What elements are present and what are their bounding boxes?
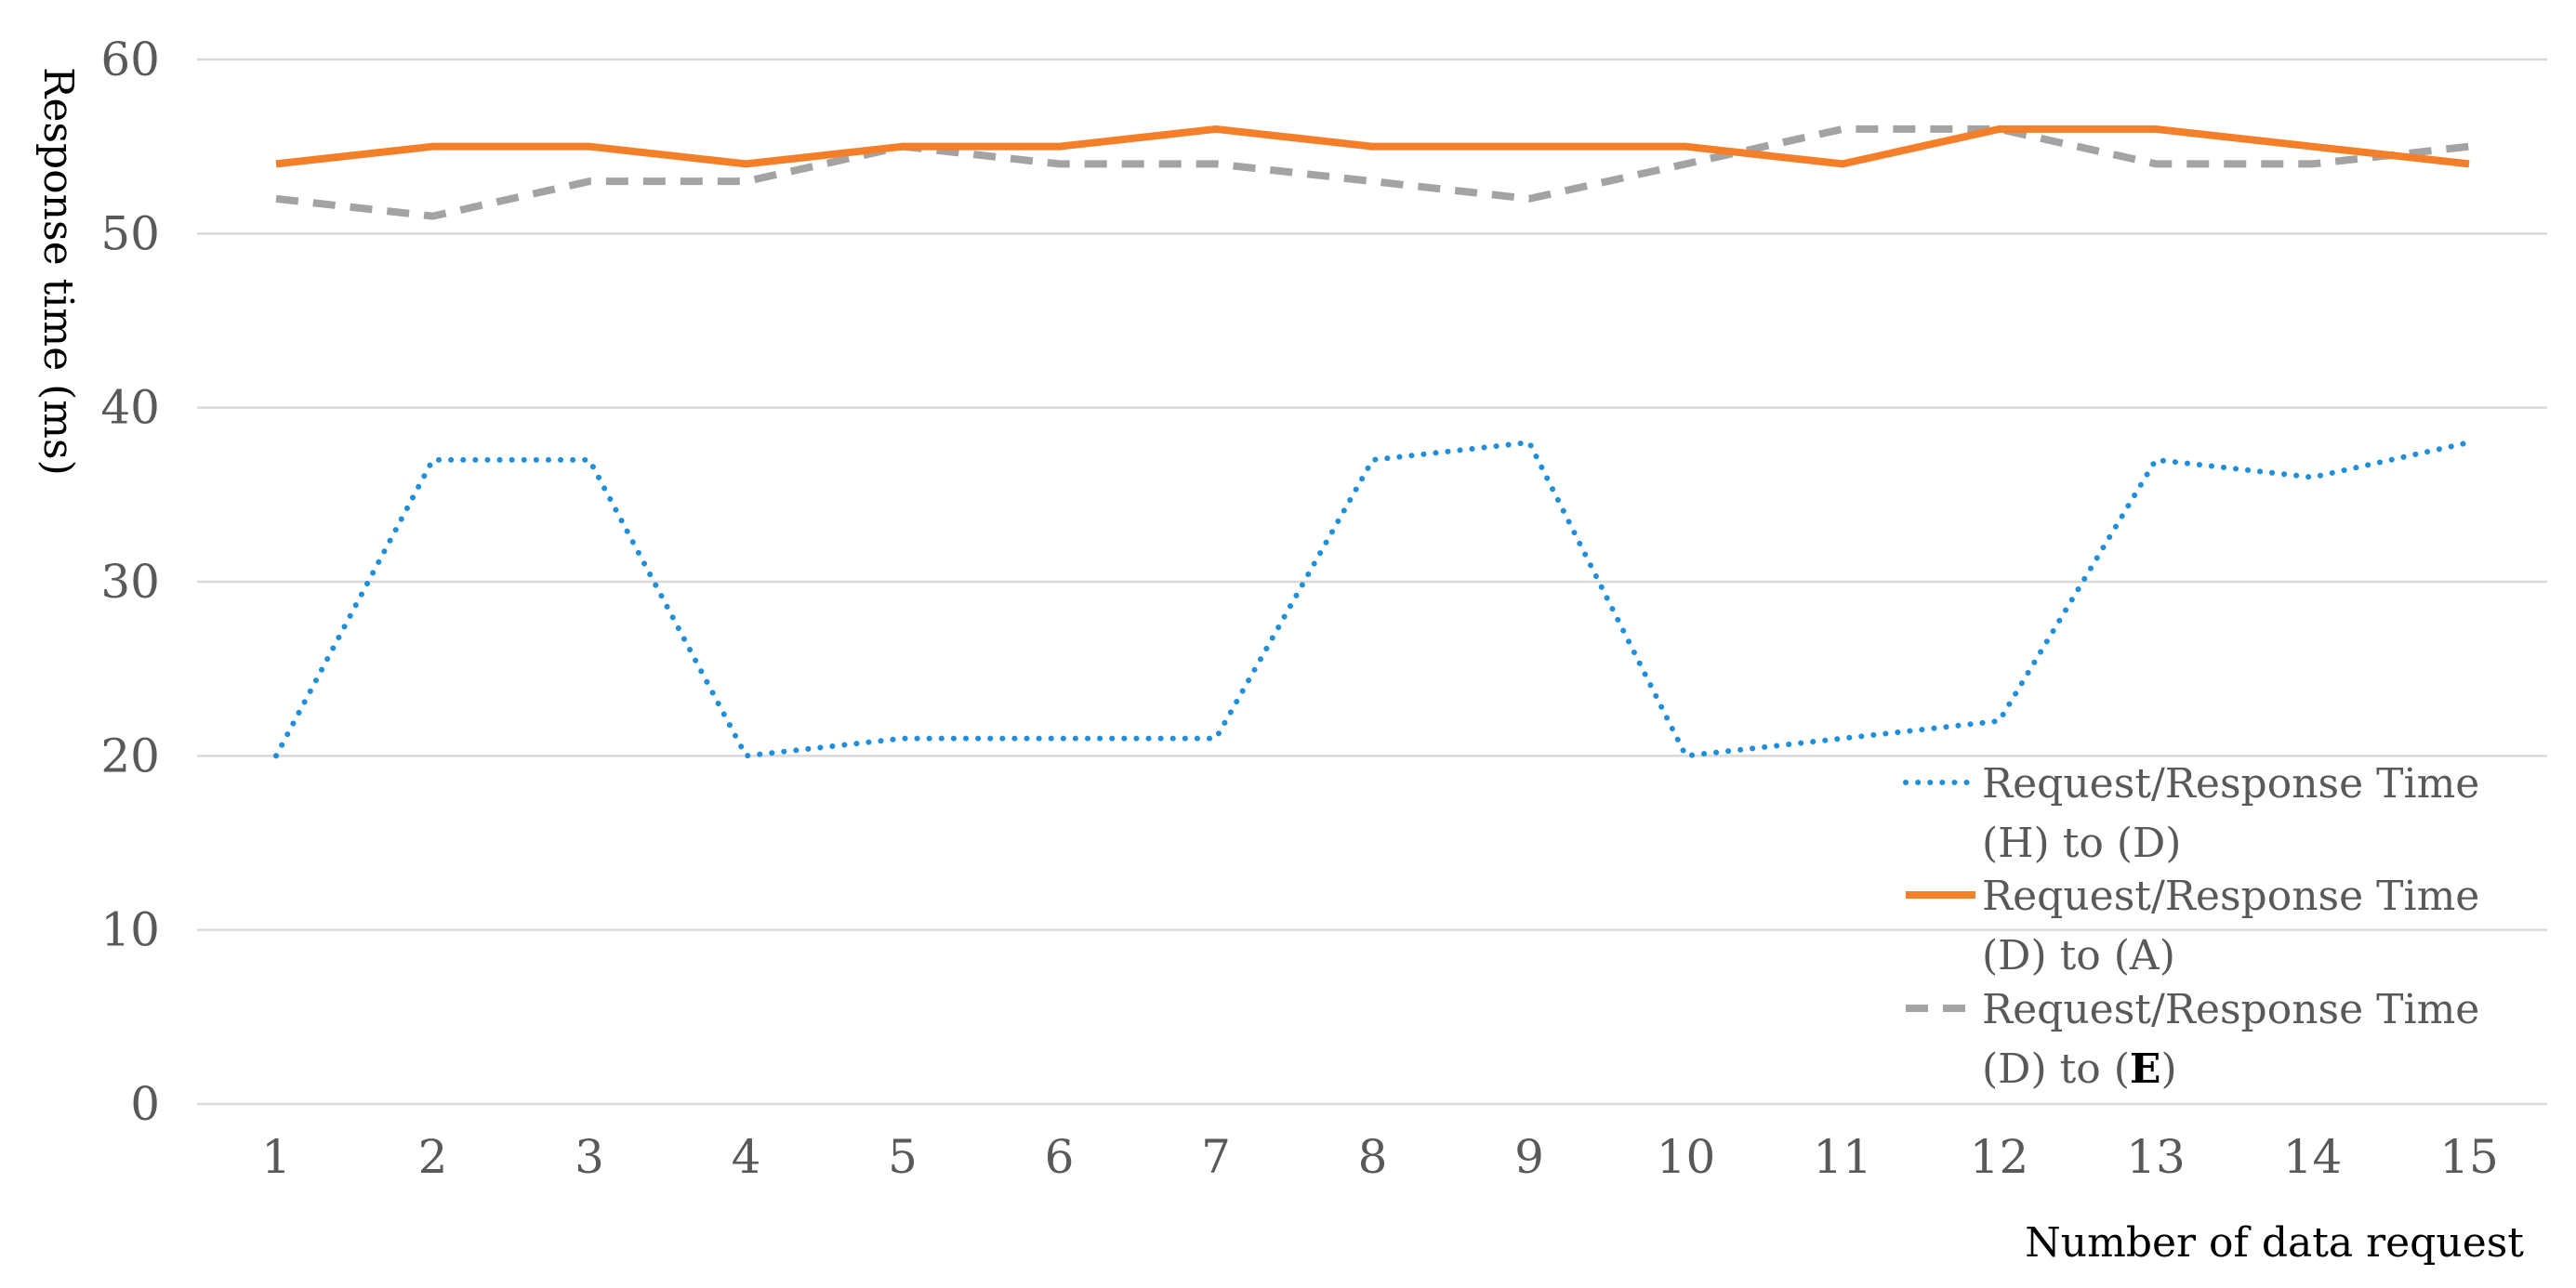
legend-item-d-to-e: Request/Response Time (D) to (E) bbox=[1906, 986, 2479, 1093]
x-tick-label: 15 bbox=[2439, 1130, 2499, 1184]
x-tick-labels: 1 2 3 4 5 6 7 8 9 10 11 12 13 14 15 bbox=[261, 1130, 2499, 1184]
x-tick-label: 3 bbox=[575, 1130, 604, 1184]
x-tick-label: 2 bbox=[418, 1130, 448, 1184]
legend-label-d-to-a-line1: Request/Response Time bbox=[1982, 873, 2479, 920]
x-tick-label: 4 bbox=[732, 1130, 761, 1184]
legend-item-d-to-a: Request/Response Time (D) to (A) bbox=[1906, 873, 2479, 979]
y-tick-label: 50 bbox=[100, 206, 160, 260]
x-tick-label: 12 bbox=[1970, 1130, 2029, 1184]
x-tick-label: 10 bbox=[1657, 1130, 1716, 1184]
y-tick-label: 40 bbox=[100, 381, 160, 435]
gridlines bbox=[197, 58, 2547, 1106]
series-lines bbox=[273, 125, 2472, 759]
y-tick-label: 20 bbox=[100, 729, 160, 782]
legend-label-d-to-e-suffix: ) bbox=[2160, 1045, 2176, 1093]
x-tick-label: 11 bbox=[1813, 1130, 1872, 1184]
y-tick-labels: 0 10 20 30 40 50 60 bbox=[100, 33, 160, 1131]
x-tick-label: 1 bbox=[261, 1130, 291, 1184]
legend-label-d-to-e-line1: Request/Response Time bbox=[1982, 986, 2479, 1033]
x-tick-label: 9 bbox=[1514, 1130, 1544, 1184]
legend-label-d-to-e-line2: (D) to (E) bbox=[1982, 1045, 2177, 1093]
x-tick-label: 8 bbox=[1358, 1130, 1388, 1184]
legend-label-d-to-a-line2: (D) to (A) bbox=[1982, 932, 2175, 979]
x-tick-label: 5 bbox=[888, 1130, 918, 1184]
legend-item-h-to-d: Request/Response Time (H) to (D) bbox=[1903, 760, 2479, 867]
x-tick-label: 6 bbox=[1045, 1130, 1075, 1184]
legend-label-h-to-d-line2: (H) to (D) bbox=[1982, 820, 2181, 867]
legend-label-d-to-e-highlight: E bbox=[2130, 1045, 2161, 1093]
y-axis-title: Response time (ms) bbox=[34, 67, 82, 475]
y-tick-label: 10 bbox=[100, 903, 160, 957]
x-tick-label: 13 bbox=[2126, 1130, 2186, 1184]
x-axis-title: Number of data request bbox=[2025, 1219, 2524, 1267]
series-line-1 bbox=[275, 125, 2470, 168]
x-tick-label: 14 bbox=[2283, 1130, 2343, 1184]
y-tick-label: 0 bbox=[130, 1077, 160, 1131]
y-tick-label: 60 bbox=[100, 33, 160, 86]
y-tick-label: 30 bbox=[100, 555, 160, 609]
legend: Request/Response Time (H) to (D) Request… bbox=[1903, 760, 2479, 1093]
series-line-0 bbox=[273, 440, 2472, 759]
legend-label-h-to-d-line1: Request/Response Time bbox=[1982, 760, 2479, 808]
legend-label-d-to-e-prefix: (D) to ( bbox=[1982, 1045, 2130, 1093]
x-tick-label: 7 bbox=[1201, 1130, 1231, 1184]
series-line-2 bbox=[275, 125, 2470, 220]
